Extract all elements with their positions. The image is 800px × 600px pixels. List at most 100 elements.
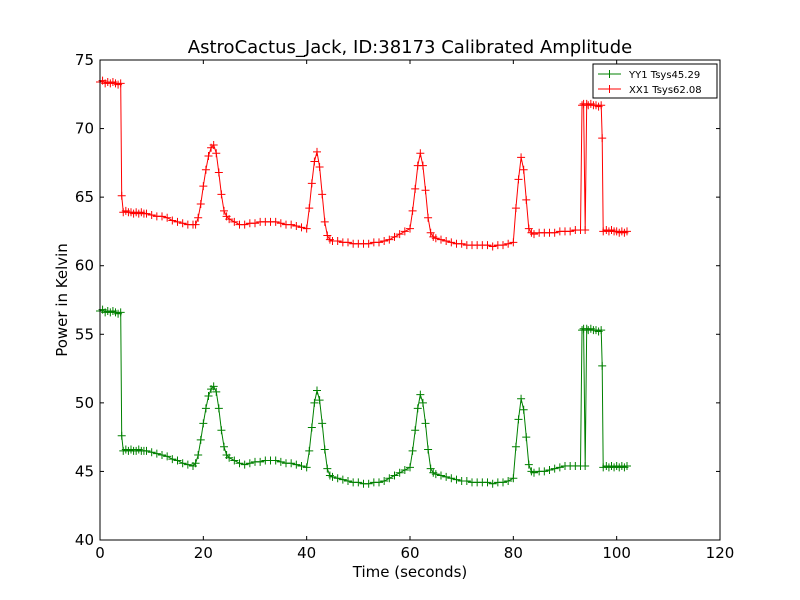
data-point-marker <box>204 392 213 400</box>
data-point-marker <box>375 478 383 487</box>
data-point-marker <box>318 419 327 428</box>
data-point-marker <box>395 230 404 239</box>
data-point-marker <box>214 168 223 177</box>
data-point-marker <box>504 239 513 248</box>
data-point-marker <box>380 237 389 246</box>
data-point-marker <box>390 471 399 480</box>
data-point-marker <box>395 468 404 477</box>
data-point-marker <box>364 479 373 488</box>
data-point-marker <box>315 162 324 171</box>
data-point-marker <box>173 456 182 465</box>
data-point-marker <box>442 237 451 246</box>
data-point-marker <box>209 382 218 391</box>
data-point-marker <box>117 191 126 200</box>
data-point-marker <box>581 226 590 235</box>
data-point-marker <box>323 231 332 240</box>
data-point-marker <box>212 387 221 396</box>
data-point-marker <box>251 219 259 228</box>
data-point-marker <box>235 459 244 468</box>
data-point-marker <box>519 405 528 414</box>
data-point-marker <box>142 209 151 218</box>
data-point-marker <box>511 442 520 451</box>
data-point-marker <box>522 195 531 204</box>
data-point-marker <box>418 161 427 170</box>
legend-box <box>592 63 718 99</box>
data-point-marker <box>550 464 559 473</box>
data-point-marker <box>406 224 414 233</box>
data-point-marker <box>499 478 507 487</box>
series-xx1 <box>96 76 631 251</box>
data-point-marker <box>338 475 347 484</box>
legend-label: YY1 Tsys45.29 <box>628 70 700 81</box>
data-point-marker <box>194 213 203 222</box>
data-point-marker <box>230 217 239 226</box>
data-point-marker <box>212 149 221 158</box>
data-point-marker <box>292 221 301 230</box>
data-point-marker <box>313 386 321 395</box>
data-point-marker <box>411 184 420 193</box>
data-point-marker <box>305 204 314 213</box>
y-tick-label: 60 <box>75 257 94 275</box>
data-point-marker <box>276 457 285 466</box>
data-point-marker <box>514 175 523 184</box>
data-point-marker <box>411 426 420 435</box>
data-point-marker <box>225 453 234 462</box>
data-point-marker <box>418 398 427 407</box>
data-point-marker <box>509 474 518 483</box>
data-point-marker <box>305 446 314 455</box>
data-point-marker <box>292 460 301 469</box>
data-point-marker <box>519 165 528 174</box>
data-point-marker <box>199 419 208 428</box>
data-point-marker <box>196 200 205 208</box>
data-point-marker <box>116 308 125 317</box>
data-point-marker <box>320 445 329 454</box>
data-point-marker <box>142 446 151 455</box>
data-point-marker <box>406 463 414 472</box>
data-point-marker <box>426 228 435 237</box>
data-point-marker <box>524 224 533 233</box>
data-point-marker <box>364 239 373 248</box>
data-point-marker <box>196 435 205 444</box>
data-point-marker <box>408 206 417 215</box>
data-point-marker <box>581 461 590 470</box>
x-tick-label: 40 <box>297 544 316 562</box>
y-tick-label: 40 <box>75 531 94 549</box>
data-point-marker <box>310 398 319 407</box>
data-point-marker <box>375 238 383 247</box>
data-point-marker <box>509 238 518 247</box>
series-yy1 <box>96 305 631 488</box>
data-point-marker <box>173 217 182 226</box>
data-point-marker <box>256 457 265 466</box>
data-point-marker <box>163 213 172 222</box>
data-point-marker <box>598 361 607 370</box>
legend-swatch-marker <box>605 85 614 93</box>
x-axis: 0 20 40 60 80 100 120 <box>95 60 734 562</box>
data-point-marker <box>483 241 492 250</box>
data-point-marker <box>158 450 166 459</box>
legend: YY1 Tsys45.29 XX1 Tsys62.08 <box>592 63 718 99</box>
data-point-marker <box>524 460 533 469</box>
data-point-marker <box>217 190 226 199</box>
data-point-marker <box>344 477 352 486</box>
data-point-marker <box>209 141 218 150</box>
data-point-marker <box>457 239 466 248</box>
data-point-marker <box>421 419 430 428</box>
plot-area <box>100 60 720 540</box>
data-point-marker <box>191 459 200 468</box>
data-point-marker <box>416 390 425 399</box>
data-point-marker <box>245 459 254 468</box>
data-point-marker <box>416 149 425 158</box>
data-point-marker <box>225 215 234 224</box>
y-axis-label: Power in Kelvin <box>53 243 71 357</box>
data-point-marker <box>421 186 430 195</box>
data-point-marker <box>315 396 324 405</box>
data-point-marker <box>385 235 394 244</box>
data-point-marker <box>437 471 445 480</box>
data-point-marker <box>385 474 394 483</box>
data-point-marker <box>333 237 342 246</box>
data-point-marker <box>328 472 337 481</box>
data-point-marker <box>318 190 327 199</box>
data-point-marker <box>217 426 226 435</box>
data-point-marker <box>380 477 389 486</box>
data-point-marker <box>199 182 208 191</box>
